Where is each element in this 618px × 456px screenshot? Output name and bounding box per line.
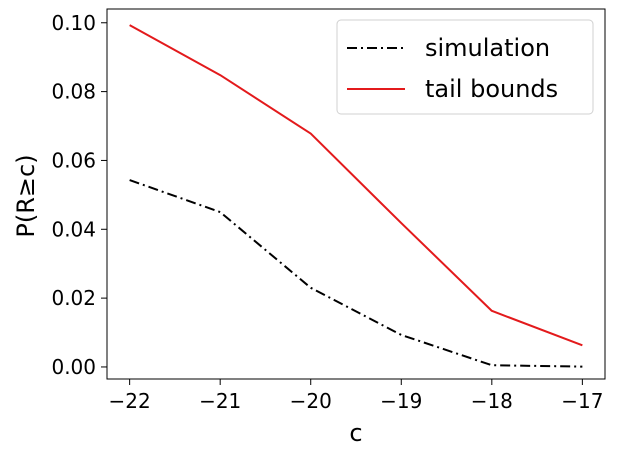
legend: simulation tail bounds (336, 19, 594, 115)
y-tick-label: 0.02 (51, 286, 96, 310)
x-axis-label: c (349, 419, 362, 447)
x-tick-label: −19 (380, 389, 422, 413)
y-axis: 0.00 0.02 0.04 0.06 0.08 0.10 (51, 11, 107, 379)
legend-label-simulation: simulation (425, 34, 550, 62)
y-axis-label: P(R≥c) (12, 154, 40, 237)
x-tick-label: −18 (471, 389, 513, 413)
y-tick-label: 0.10 (51, 11, 96, 35)
y-tick-label: 0.08 (51, 80, 96, 104)
series-line-tail-bounds (129, 24, 583, 347)
x-tick-label: −22 (109, 389, 151, 413)
x-axis: −22 −21 −20 −19 −18 −17 (109, 379, 603, 413)
x-tick-label: −21 (199, 389, 241, 413)
plot-area-frame (106, 8, 606, 380)
x-tick-label: −17 (561, 389, 603, 413)
legend-label-tail-bounds: tail bounds (425, 75, 558, 103)
x-tick-label: −20 (290, 389, 332, 413)
y-tick-label: 0.06 (51, 148, 96, 172)
series-line-simulation (129, 179, 583, 368)
y-tick-label: 0.04 (51, 217, 96, 241)
legend-box (336, 19, 594, 115)
series-layer (129, 24, 583, 368)
y-tick-label: 0.00 (51, 355, 96, 379)
